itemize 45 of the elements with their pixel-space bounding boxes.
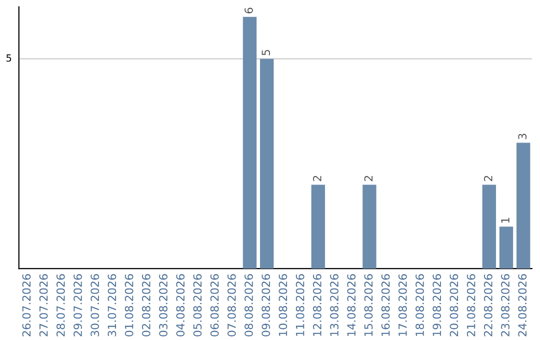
x-tick-label: 11.08.2026 <box>296 274 304 336</box>
x-tick-label: 13.08.2026 <box>330 274 338 336</box>
data-label: 2 <box>312 176 322 182</box>
data-label: 5 <box>262 50 270 56</box>
x-tick-label: 03.08.2026 <box>159 274 168 336</box>
x-tick-label: 22.08.2026 <box>484 274 492 336</box>
x-tick-label: 12.08.2026 <box>312 274 322 336</box>
x-tick-label: 30.07.2026 <box>90 274 100 336</box>
x-tick-label: 06.08.2026 <box>210 274 219 336</box>
data-label: 6 <box>244 8 253 14</box>
x-tick-label: 31.07.2026 <box>108 274 116 336</box>
ref-line-label: 5 <box>6 54 12 62</box>
bar <box>482 184 496 269</box>
bar <box>242 16 257 269</box>
x-tick-label: 23.08.2026 <box>501 274 510 336</box>
x-tick-label: 09.08.2026 <box>262 274 270 336</box>
x-tick-label: 08.08.2026 <box>244 274 253 336</box>
x-tick-label: 18.08.2026 <box>416 274 424 336</box>
bar <box>311 184 325 269</box>
x-tick-label: 21.08.2026 <box>466 274 476 336</box>
x-tick-label: 07.08.2026 <box>227 274 236 336</box>
x-tick-label: 19.08.2026 <box>432 274 442 336</box>
x-tick-label: 28.07.2026 <box>56 274 65 336</box>
x-tick-label: 01.08.2026 <box>124 274 134 336</box>
data-label: 2 <box>484 176 492 182</box>
x-tick-label: 17.08.2026 <box>398 274 407 336</box>
bar <box>362 184 376 269</box>
x-tick-label: 20.08.2026 <box>450 274 458 336</box>
x-tick-label: 26.07.2026 <box>22 274 31 336</box>
x-tick-label: 24.08.2026 <box>518 274 527 336</box>
x-tick-label: 14.08.2026 <box>347 274 356 336</box>
x-tick-label: 29.07.2026 <box>74 274 82 336</box>
x-tick-label: 27.07.2026 <box>39 274 48 336</box>
x-tick-label: 15.08.2026 <box>364 274 373 336</box>
x-tick-label: 02.08.2026 <box>142 274 150 336</box>
bar <box>260 58 274 269</box>
x-tick-label: 10.08.2026 <box>278 274 288 336</box>
data-label: 3 <box>518 134 527 140</box>
bar <box>516 142 530 269</box>
data-label: 2 <box>364 176 373 182</box>
x-tick-label: 16.08.2026 <box>381 274 390 336</box>
x-tick-label: 04.08.2026 <box>176 274 185 336</box>
x-tick-label: 05.08.2026 <box>193 274 202 336</box>
data-label: 1 <box>501 218 510 223</box>
bar <box>499 226 514 269</box>
